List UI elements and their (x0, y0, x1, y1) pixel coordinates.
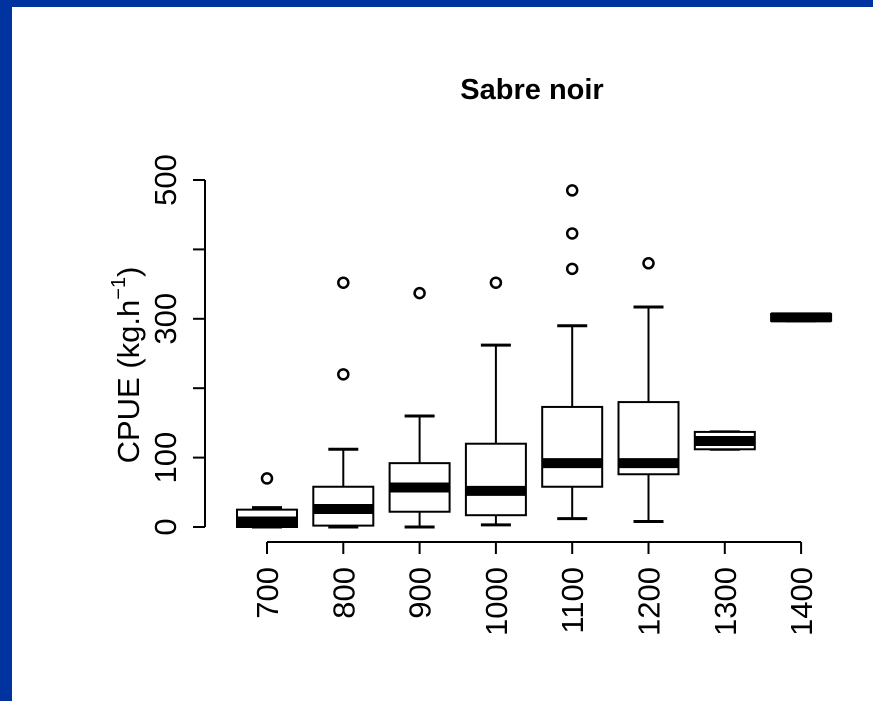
x-tick-label: 900 (403, 567, 438, 619)
x-tick-label: 1300 (708, 567, 743, 636)
outlier-point (565, 262, 579, 276)
y-tick-label: 100 (148, 432, 183, 484)
chart-title: Sabre noir (460, 74, 603, 106)
box-iqr (541, 405, 604, 488)
outlier-point (565, 184, 579, 197)
y-tick-label: 500 (148, 154, 183, 206)
boxplot-chart: Sabre noir CPUE (kg.h−1) 0 100 300 500 700 80… (108, 74, 833, 636)
y-tick-label: 300 (148, 293, 183, 345)
outlier-point (260, 472, 274, 485)
x-tick-label: 1000 (479, 567, 514, 636)
plot-area: 0 100 300 500 700 800 900 1000 1100 1200 1300 1400 (148, 154, 833, 636)
plot-panel: Sabre noir CPUE (kg.h−1) 0 100 300 500 700 80… (12, 7, 873, 701)
outlier-point (642, 257, 655, 270)
outlier-point (489, 276, 503, 289)
outlier-point (337, 368, 350, 381)
y-tick-label: 0 (148, 518, 183, 535)
y-axis-label-superscript: −1 (108, 277, 130, 300)
x-tick-label: 1100 (555, 567, 590, 634)
x-tick-label: 700 (250, 567, 285, 619)
y-axis-label-close: ) (111, 267, 146, 277)
outlier-point (337, 276, 350, 289)
y-axis-label-text: CPUE (kg.h (111, 300, 146, 464)
outlier-point (565, 227, 579, 240)
x-tick-label: 1200 (632, 567, 667, 636)
outlier-point (413, 286, 426, 300)
y-axis-label: CPUE (kg.h−1) (108, 267, 146, 464)
box-iqr (464, 442, 527, 517)
x-tick-label: 1400 (784, 567, 819, 636)
x-tick-label: 800 (326, 567, 361, 619)
